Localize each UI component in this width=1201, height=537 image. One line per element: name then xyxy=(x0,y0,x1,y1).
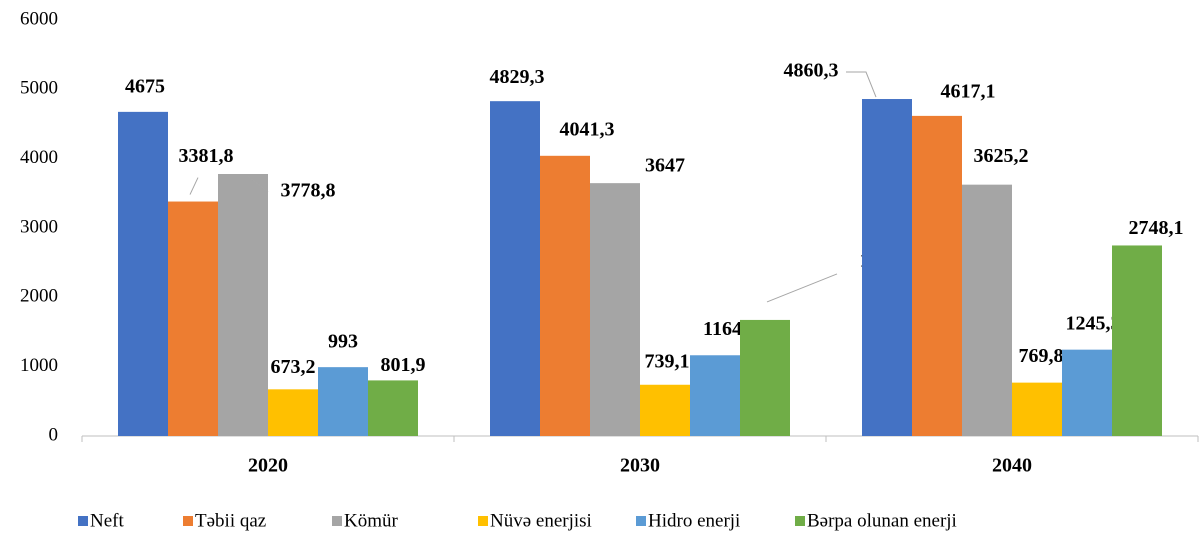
legend-label: Nüvə enerjisi xyxy=(490,510,592,531)
bar xyxy=(218,174,268,436)
legend-swatch xyxy=(183,516,193,526)
value-label: 3625,2 xyxy=(974,145,1029,167)
x-tick-label: 2020 xyxy=(248,455,288,477)
bar xyxy=(368,380,418,436)
legend-label: Hidro enerji xyxy=(648,510,740,531)
y-tick-label: 4000 xyxy=(20,147,58,168)
legend-label: Bərpa olunan enerji xyxy=(807,510,957,531)
value-label: 801,9 xyxy=(381,354,426,376)
legend-swatch xyxy=(332,516,342,526)
value-label: 4829,3 xyxy=(490,66,545,88)
value-label: 1245,3 xyxy=(1066,312,1121,334)
value-label: 4675 xyxy=(125,75,165,97)
legend-label: Neft xyxy=(90,510,124,531)
value-label: 739,1 xyxy=(645,350,690,372)
bar xyxy=(118,111,168,436)
legend-swatch xyxy=(78,516,88,526)
bar xyxy=(490,101,540,437)
legend-label: Təbii qaz xyxy=(195,510,266,531)
y-tick-label: 2000 xyxy=(20,286,58,307)
x-tick-label: 2030 xyxy=(620,455,660,477)
bar xyxy=(740,319,790,436)
bar xyxy=(912,115,962,436)
bar xyxy=(862,99,912,437)
y-tick-label: 3000 xyxy=(20,216,58,237)
legend-swatch xyxy=(795,516,805,526)
bar xyxy=(318,367,368,436)
y-tick-label: 1000 xyxy=(20,355,58,376)
bar xyxy=(540,155,590,436)
legend-swatch xyxy=(636,516,646,526)
legend-swatch xyxy=(478,516,488,526)
legend-label: Kömür xyxy=(344,510,399,531)
value-label: 3778,8 xyxy=(281,180,336,202)
bar xyxy=(690,355,740,436)
value-label: 4860,3 xyxy=(784,60,839,82)
bar xyxy=(962,184,1012,436)
bar xyxy=(590,183,640,436)
leader-line xyxy=(189,177,199,195)
value-label: 993 xyxy=(328,331,358,353)
value-label: 4617,1 xyxy=(941,80,996,102)
y-tick-label: 0 xyxy=(49,424,59,445)
bar xyxy=(268,389,318,436)
x-tick-label: 2040 xyxy=(992,455,1032,477)
leader-line xyxy=(846,71,877,98)
value-label: 769,8 xyxy=(1019,345,1064,367)
bar xyxy=(1062,349,1112,436)
y-tick-label: 5000 xyxy=(20,78,58,99)
value-label: 4041,3 xyxy=(560,118,615,140)
value-label: 3647 xyxy=(645,155,685,177)
value-label: 3381,8 xyxy=(179,145,234,167)
value-label: 673,2 xyxy=(271,356,316,378)
value-label: 2748,1 xyxy=(1129,217,1184,239)
leader-line xyxy=(247,175,269,193)
leader-line xyxy=(766,273,838,303)
bar xyxy=(640,384,690,436)
bar xyxy=(168,201,218,436)
bar xyxy=(1012,382,1062,436)
y-tick-label: 6000 xyxy=(20,8,58,29)
bar xyxy=(1112,245,1162,436)
